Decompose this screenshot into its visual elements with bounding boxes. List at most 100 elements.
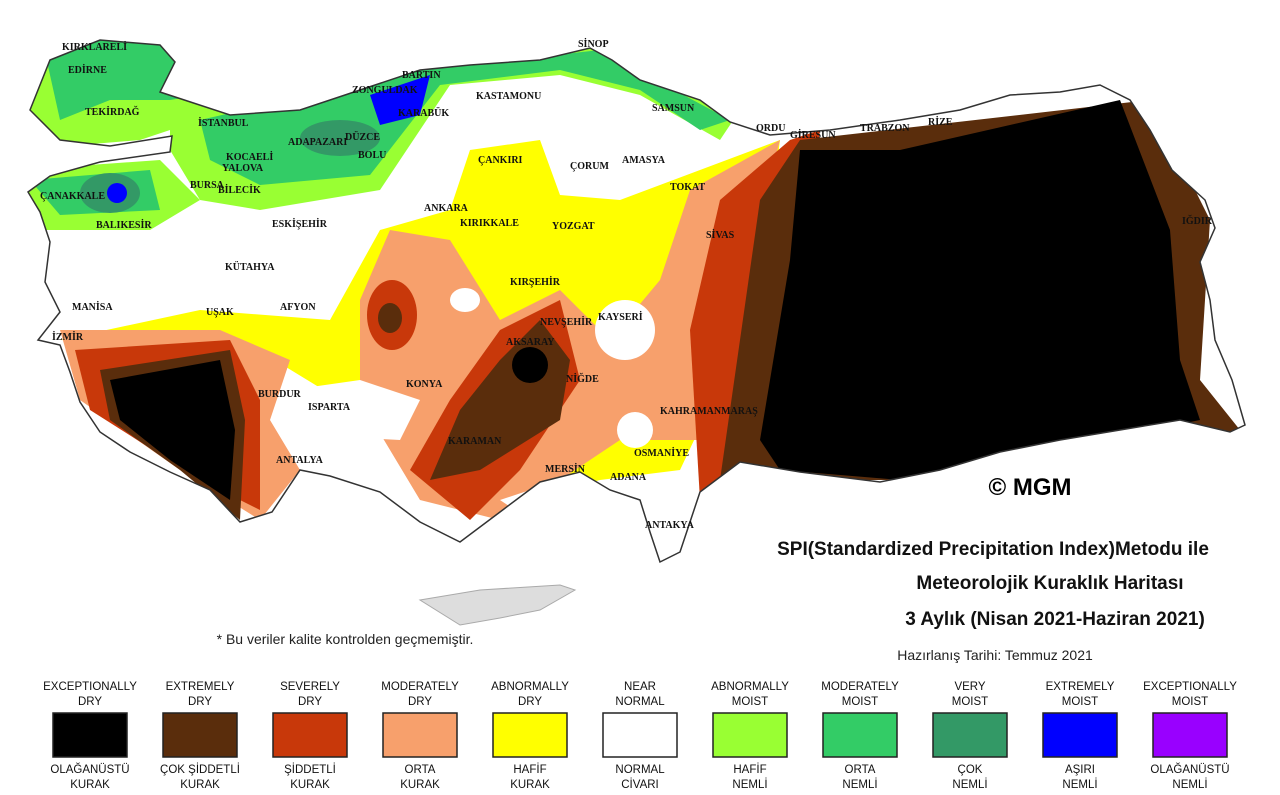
city-label: KAYSERİ	[598, 311, 643, 323]
city-label: NEVŞEHİR	[540, 316, 593, 328]
legend-en: MOIST	[842, 696, 878, 708]
legend-swatch	[602, 712, 678, 758]
legend-en: EXCEPTIONALLY	[43, 681, 137, 693]
city-label: KIRKLARELİ	[62, 41, 127, 53]
city-label: TRABZON	[860, 123, 910, 134]
city-label: DÜZCE	[345, 130, 380, 143]
city-label: TOKAT	[670, 182, 706, 193]
city-label: YOZGAT	[552, 221, 595, 232]
legend-swatch	[1042, 712, 1118, 758]
city-label: IĞDIR	[1182, 214, 1213, 227]
city-label: ANTAKYA	[645, 520, 695, 531]
legend-en: DRY	[518, 696, 542, 708]
legend-tr: HAFİF	[513, 763, 546, 776]
legend-en: DRY	[408, 696, 432, 708]
city-label: KASTAMONU	[476, 91, 541, 102]
title-line: Meteorolojik Kuraklık Haritası	[916, 573, 1183, 594]
city-label: BALIKESİR	[96, 219, 152, 231]
legend-tr: ORTA	[405, 764, 436, 776]
city-label: KOCAELİ	[226, 151, 273, 163]
city-label: AFYON	[280, 302, 316, 313]
legend-en: DRY	[78, 696, 102, 708]
legend-tr: AŞIRI	[1065, 764, 1095, 776]
city-label: BURDUR	[258, 389, 302, 400]
title-line: 3 Aylık (Nisan 2021-Haziran 2021)	[905, 609, 1205, 630]
legend-tr: NEMLİ	[732, 778, 767, 791]
legend-en: DRY	[298, 696, 322, 708]
legend-en: ABNORMALLY	[491, 681, 569, 693]
legend-en: MODERATELY	[381, 681, 459, 693]
legend-tr: KURAK	[400, 779, 440, 791]
city-label: ÇANAKKALE	[40, 191, 105, 202]
city-label: RİZE	[928, 116, 953, 128]
legend-tr: KURAK	[290, 779, 330, 791]
legend-en: EXTREMELY	[1046, 681, 1115, 693]
city-label: ADANA	[610, 472, 647, 483]
city-label: ESKİŞEHİR	[272, 218, 328, 230]
city-label: UŞAK	[206, 307, 234, 318]
legend-swatch	[1152, 712, 1228, 758]
legend-tr: KURAK	[70, 779, 110, 791]
legend-tr: KURAK	[180, 779, 220, 791]
city-label: OSMANİYE	[634, 447, 689, 459]
legend-swatch	[52, 712, 128, 758]
legend: EXCEPTIONALLY DRY OLAĞANÜSTÜ KURAK EXTREMELY…	[43, 681, 1237, 791]
city-label: AKSARAY	[506, 337, 555, 348]
city-label: TEKİRDAĞ	[85, 105, 140, 118]
legend-en: MOIST	[1062, 696, 1098, 708]
legend-en: MOIST	[732, 696, 768, 708]
city-label: ANKARA	[424, 203, 469, 214]
legend-swatch	[162, 712, 238, 758]
legend-swatch	[272, 712, 348, 758]
city-label: KONYA	[406, 379, 443, 390]
city-label: NİĞDE	[566, 372, 599, 385]
legend-swatch	[932, 712, 1008, 758]
legend-swatch	[492, 712, 568, 758]
city-label: BOLU	[358, 150, 386, 161]
legend-tr: KURAK	[510, 779, 550, 791]
legend-en: ABNORMALLY	[711, 681, 789, 693]
city-labels: KIRKLARELİ EDİRNE TEKİRDAĞ İSTANBUL ZONGULDA…	[40, 38, 1213, 531]
legend-en: MOIST	[952, 696, 988, 708]
legend-en: EXTREMELY	[166, 681, 235, 693]
city-label: KIRŞEHİR	[510, 276, 561, 288]
title-line: SPI(Standardized Precipitation Index)Met…	[777, 539, 1209, 560]
legend-en: MODERATELY	[821, 681, 899, 693]
city-label: MERSİN	[545, 463, 586, 475]
legend-swatch	[712, 712, 788, 758]
cyprus	[418, 584, 577, 626]
city-label: KAHRAMANMARAŞ	[660, 406, 758, 417]
legend-en: VERY	[954, 681, 985, 693]
city-label: ISPARTA	[308, 402, 351, 413]
city-label: ÇORUM	[570, 161, 609, 172]
city-label: GİRESUN	[790, 129, 836, 141]
prepared-date: Hazırlanış Tarihi: Temmuz 2021	[897, 647, 1093, 663]
legend-tr: NEMLİ	[842, 778, 877, 791]
city-label: ÇANKIRI	[478, 155, 523, 166]
legend-en: NEAR	[624, 681, 656, 693]
legend-tr: ÇOK	[958, 764, 983, 776]
city-label: MANİSA	[72, 301, 113, 313]
legend-tr: NEMLİ	[1172, 778, 1207, 791]
legend-tr: OLAĞANÜSTÜ	[1150, 763, 1229, 776]
city-label: İZMİR	[52, 331, 84, 343]
map-zones	[28, 40, 1240, 520]
city-label: KARABÜK	[398, 106, 449, 119]
city-label: BİLECİK	[218, 184, 261, 196]
legend-tr: NEMLİ	[952, 778, 987, 791]
city-label: SAMSUN	[652, 103, 695, 114]
legend-swatch	[382, 712, 458, 758]
legend-tr: ŞİDDETLİ	[284, 763, 336, 776]
legend-tr: NEMLİ	[1062, 778, 1097, 791]
legend-tr: ORTA	[845, 764, 876, 776]
city-label: BURSA	[190, 180, 225, 191]
city-label: SİVAS	[706, 229, 735, 241]
city-label: ZONGULDAK	[352, 85, 418, 96]
city-label: KÜTAHYA	[225, 260, 275, 273]
legend-swatch	[822, 712, 898, 758]
city-label: İSTANBUL	[198, 117, 249, 129]
legend-en: EXCEPTIONALLY	[1143, 681, 1237, 693]
copyright: © MGM	[988, 474, 1071, 501]
city-label: YALOVA	[222, 163, 264, 174]
